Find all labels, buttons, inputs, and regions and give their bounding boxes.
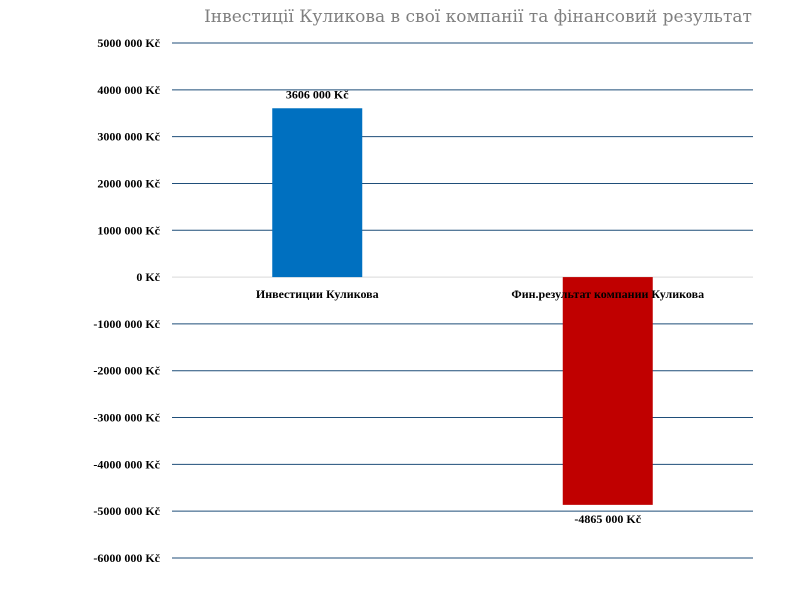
y-tick-label: -3000 000 Kč [93, 411, 160, 425]
category-labels: Инвестиции Куликова Фин.результат компани… [256, 287, 704, 301]
y-tick-label: 2000 000 Kč [97, 176, 160, 190]
bar-2 [562, 277, 653, 505]
y-tick-label: 0 Kč [136, 270, 160, 284]
y-tick-label: -6000 000 Kč [93, 551, 160, 565]
y-tick-label: -2000 000 Kč [93, 364, 160, 378]
y-axis-ticks: 5000 000 Kč 4000 000 Kč 3000 000 Kč 2000 00… [93, 36, 160, 565]
y-tick-label: -5000 000 Kč [93, 504, 160, 518]
y-tick-label: 4000 000 Kč [97, 83, 160, 97]
y-tick-label: 1000 000 Kč [97, 223, 160, 237]
y-tick-label: 5000 000 Kč [97, 36, 160, 50]
chart-title: Інвестиції Куликова в свої компанії та ф… [204, 7, 752, 27]
data-label: -4865 000 Kč [574, 512, 641, 526]
data-labels: 3606 000 Kč -4865 000 Kč [286, 87, 642, 526]
bars [272, 108, 653, 505]
bar-1 [272, 108, 363, 278]
category-label: Фин.результат компании Куликова [511, 287, 704, 301]
y-tick-label: 3000 000 Kč [97, 130, 160, 144]
y-tick-label: -4000 000 Kč [93, 457, 160, 471]
gridlines [172, 42, 753, 559]
data-label: 3606 000 Kč [286, 87, 349, 101]
category-label: Инвестиции Куликова [256, 287, 379, 301]
y-tick-label: -1000 000 Kč [93, 317, 160, 331]
